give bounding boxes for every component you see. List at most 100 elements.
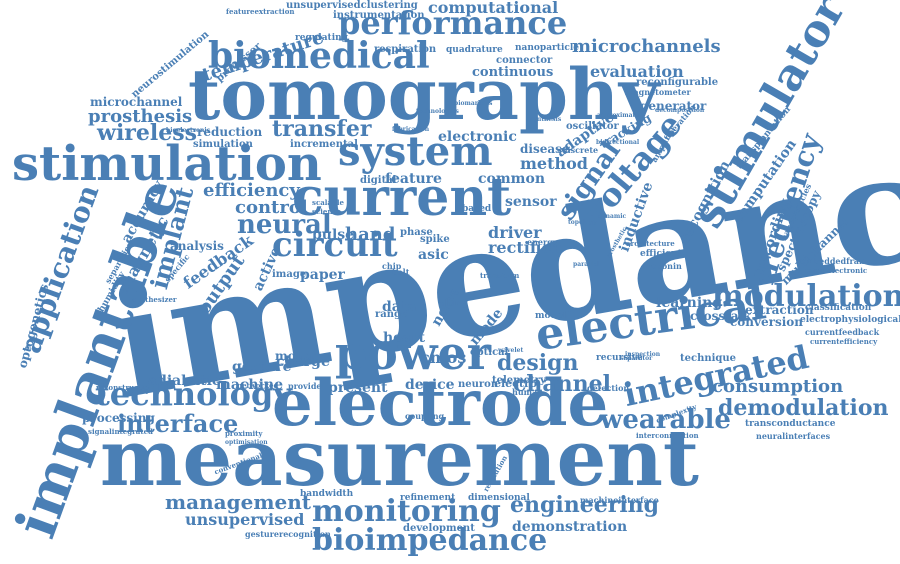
word-based: based: [462, 204, 492, 214]
word-embeddedframes: embeddedframes: [800, 256, 878, 266]
word-scalable: scalable: [312, 198, 344, 207]
word-method: method: [520, 154, 588, 173]
word-electrode: electrode: [272, 366, 609, 441]
word-transfer: transfer: [272, 116, 372, 142]
word-asic: asic: [418, 247, 449, 263]
word-image: image: [272, 269, 307, 280]
word-dynamic: dynamic: [598, 213, 627, 220]
word-networked: networked: [237, 381, 279, 390]
word-charge: charge: [276, 354, 330, 370]
word-incremental: incremental: [290, 139, 358, 150]
word-signalintegrated: signalintegrated: [88, 427, 153, 436]
word-continuous: continuous: [472, 65, 554, 80]
word-science: science: [312, 207, 342, 216]
word-nanoparticle: nanoparticle: [515, 43, 579, 53]
word-reconfigurable: reconfigurable: [636, 77, 719, 88]
word-unsupervisedclustering: unsupervisedclustering: [286, 0, 418, 11]
word-simulation: simulation: [193, 139, 253, 150]
word-regulating: regulating: [295, 33, 348, 43]
word-gesturerecognition: gesturerecognition: [245, 529, 331, 539]
word-belt: belt: [392, 267, 410, 277]
word-featureextraction: featureextraction: [226, 7, 295, 16]
word-paper: paper: [300, 267, 345, 283]
word-provide: provide: [288, 381, 322, 391]
word-currentfeedback: currentfeedback: [805, 327, 880, 337]
word-interface: interface: [117, 409, 239, 438]
word-reduction: reduction: [197, 125, 263, 139]
word-learning: learning: [656, 295, 723, 311]
word-machineinterface: machineinterface: [580, 495, 659, 505]
word-electro: electro: [494, 377, 538, 390]
word-electrophysiological: electrophysiological: [800, 315, 900, 325]
word-technology: technology: [95, 375, 292, 413]
word-recursive: recursive: [596, 353, 643, 363]
word-magnetometer: magnetometer: [625, 87, 691, 97]
word-digital: digital: [360, 175, 397, 186]
word-monitoring: monitoring: [312, 494, 501, 529]
word-demodulation: demodulation: [718, 395, 889, 421]
word-quadrature: quadrature: [446, 45, 503, 55]
word-bioimpedance: bioimpedance: [312, 523, 548, 558]
word-data: data: [382, 299, 417, 315]
word-efficiency: efficiency: [203, 180, 300, 201]
word-modulation: modulation: [712, 279, 900, 314]
word-performance: performance: [338, 4, 568, 42]
word-prosthesis: prosthesis: [88, 106, 193, 127]
word-motor: motor: [275, 349, 316, 363]
word-proximity: proximity: [225, 429, 263, 438]
word-oscillator: oscillator: [566, 121, 619, 132]
word-bioelectronic: bioelectronic: [166, 127, 211, 134]
word-biomarkers: biomarkers: [454, 100, 493, 107]
word-neuralinterfaces: neuralinterfaces: [756, 431, 831, 441]
word-current: current: [292, 167, 512, 228]
word-microelectronic: microelectronic: [805, 266, 868, 275]
word-present: present: [328, 380, 388, 396]
word-extraction: extraction: [745, 303, 814, 317]
word-sensor: sensor: [505, 194, 557, 210]
word-channel: channel: [513, 371, 611, 397]
word-topology: topology: [568, 219, 597, 226]
word-consumption: consumption: [712, 376, 844, 397]
word-computational: computational: [428, 0, 559, 17]
word-tomography: tomography: [188, 53, 660, 136]
word-management: management: [165, 490, 311, 514]
word-evaluation: evaluation: [590, 62, 684, 81]
word-conversion: conversion: [730, 315, 804, 329]
word-wavelet: wavelet: [498, 347, 524, 354]
word-bidirectional: bidirectional: [596, 139, 640, 146]
word-processing: processing: [82, 411, 155, 425]
word-energy: energy: [527, 237, 558, 247]
word-driver: driver: [488, 223, 542, 242]
word-parallel: parallel: [573, 261, 599, 268]
word-efficient: efficient: [640, 249, 682, 259]
word-optical: optical: [470, 347, 509, 358]
word-demonstration: demonstration: [512, 519, 628, 535]
word-disease: disease: [520, 142, 570, 156]
word-lung: lung: [445, 299, 468, 309]
word-architecture: architecture: [626, 239, 675, 248]
word-hand: hand: [345, 224, 396, 245]
word-unsupervised: unsupervised: [185, 510, 305, 529]
word-inspection: inspection: [625, 351, 661, 358]
word-rectifier: rectifier: [488, 238, 561, 257]
word-model: model: [535, 311, 566, 321]
word-optimisation: optimisation: [225, 439, 268, 446]
word-reconstruction: reconstruction: [96, 383, 155, 392]
word-human: human: [512, 387, 544, 397]
word-synthesis: synthesis: [530, 116, 562, 123]
word-pulse: pulse: [312, 227, 355, 243]
word-microchannel: microchannel: [90, 95, 183, 109]
word-currentefficiency: currentefficiency: [810, 337, 878, 346]
word-chip: chip: [382, 261, 402, 271]
word-troponin: troponin: [643, 261, 682, 271]
word-respiration: respiration: [374, 44, 437, 55]
word-transform: transform: [480, 271, 520, 280]
word-heart: heart: [383, 330, 425, 346]
word-range: range: [375, 309, 408, 320]
word-control: control: [235, 197, 308, 218]
word-dimensional: dimensional: [468, 493, 530, 503]
word-machine: machine: [216, 377, 283, 393]
word-microchannels: microchannels: [572, 36, 721, 57]
word-telemetry: telemetry: [492, 375, 546, 386]
